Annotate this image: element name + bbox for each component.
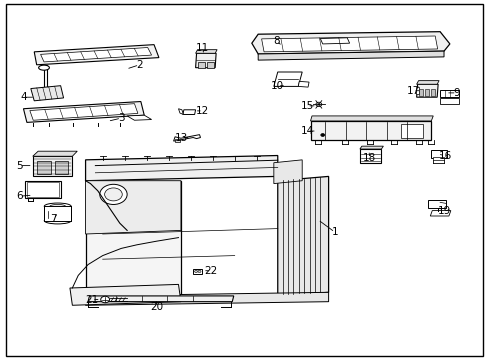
Circle shape — [320, 134, 324, 136]
Polygon shape — [85, 156, 277, 181]
Polygon shape — [320, 38, 349, 44]
Circle shape — [315, 102, 321, 107]
Circle shape — [194, 270, 197, 273]
Ellipse shape — [50, 204, 65, 208]
Polygon shape — [34, 45, 159, 65]
Bar — [430, 150, 446, 158]
Text: 14: 14 — [300, 126, 313, 136]
Polygon shape — [261, 36, 437, 52]
Text: 6: 6 — [16, 191, 23, 201]
Text: 18: 18 — [362, 153, 376, 163]
Bar — [198, 62, 204, 68]
Text: 10: 10 — [271, 81, 284, 91]
Bar — [27, 182, 59, 197]
Bar — [44, 206, 71, 221]
Bar — [415, 87, 418, 94]
Text: 4: 4 — [20, 92, 27, 102]
Bar — [359, 149, 381, 163]
Polygon shape — [173, 135, 200, 141]
Text: 15: 15 — [300, 101, 313, 111]
Ellipse shape — [44, 203, 71, 210]
Polygon shape — [429, 211, 450, 216]
Text: 9: 9 — [452, 88, 459, 98]
Circle shape — [198, 270, 201, 273]
Polygon shape — [85, 181, 181, 296]
Polygon shape — [178, 109, 183, 114]
Bar — [55, 161, 68, 174]
Polygon shape — [298, 81, 308, 87]
Polygon shape — [85, 292, 328, 305]
Text: 19: 19 — [436, 206, 450, 216]
Text: 5: 5 — [16, 161, 23, 171]
Bar — [418, 89, 423, 96]
Polygon shape — [88, 296, 233, 302]
Text: 21: 21 — [85, 294, 99, 305]
Polygon shape — [33, 151, 77, 156]
Bar — [175, 139, 180, 142]
Bar — [193, 269, 202, 274]
Text: 12: 12 — [196, 106, 209, 116]
Bar — [25, 181, 61, 198]
Polygon shape — [183, 110, 195, 114]
Polygon shape — [70, 284, 181, 305]
Polygon shape — [195, 50, 217, 53]
Polygon shape — [416, 81, 438, 84]
Text: 3: 3 — [118, 113, 124, 123]
Polygon shape — [23, 102, 144, 122]
Bar — [430, 89, 434, 96]
Polygon shape — [416, 84, 437, 97]
Polygon shape — [310, 116, 432, 121]
Text: 20: 20 — [150, 302, 163, 312]
Bar — [432, 157, 443, 160]
Polygon shape — [277, 176, 328, 296]
Text: 16: 16 — [437, 150, 451, 161]
Polygon shape — [273, 160, 302, 184]
Polygon shape — [310, 121, 430, 140]
Polygon shape — [195, 53, 216, 68]
Polygon shape — [359, 146, 383, 149]
Text: 2: 2 — [136, 60, 142, 70]
Bar — [400, 124, 422, 138]
Text: 8: 8 — [272, 36, 279, 46]
Polygon shape — [273, 72, 302, 86]
Text: 1: 1 — [331, 227, 338, 237]
Bar — [424, 89, 428, 96]
Text: 22: 22 — [204, 266, 218, 276]
Polygon shape — [41, 48, 151, 62]
Circle shape — [101, 296, 109, 303]
Polygon shape — [85, 181, 181, 234]
Text: 13: 13 — [175, 132, 188, 143]
Text: 7: 7 — [50, 214, 57, 224]
Polygon shape — [127, 115, 151, 120]
Ellipse shape — [44, 217, 71, 224]
Bar — [206, 62, 213, 68]
Polygon shape — [251, 32, 449, 54]
Circle shape — [100, 184, 127, 204]
Text: 11: 11 — [195, 42, 208, 53]
Polygon shape — [427, 200, 445, 208]
Polygon shape — [258, 51, 443, 60]
Polygon shape — [30, 104, 138, 120]
Polygon shape — [31, 86, 63, 101]
Bar — [439, 90, 458, 97]
Ellipse shape — [39, 65, 49, 70]
Polygon shape — [33, 156, 72, 176]
Bar — [37, 161, 51, 174]
Circle shape — [104, 188, 122, 201]
Text: 17: 17 — [406, 86, 419, 96]
Bar — [439, 98, 458, 104]
